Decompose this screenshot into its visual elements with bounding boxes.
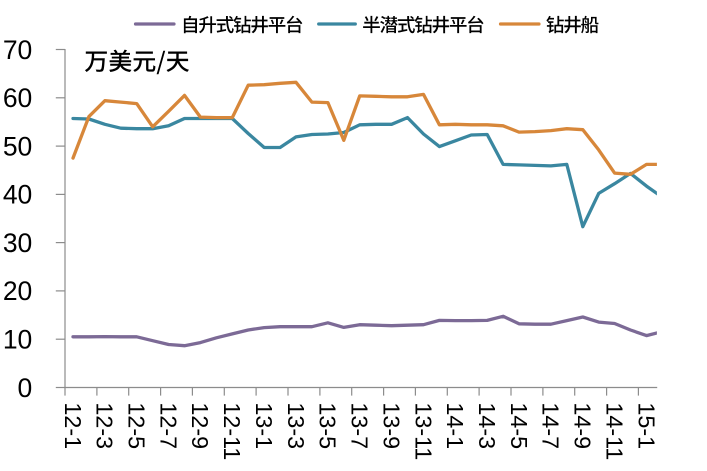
svg-text:70: 70 — [3, 35, 32, 65]
svg-text:14-11: 14-11 — [601, 402, 627, 460]
svg-text:14-9: 14-9 — [570, 402, 596, 449]
svg-text:14-3: 14-3 — [474, 402, 500, 449]
svg-text:13-11: 13-11 — [410, 402, 436, 460]
svg-text:10: 10 — [3, 325, 32, 355]
svg-text:13-5: 13-5 — [315, 402, 341, 449]
svg-text:12-11: 12-11 — [219, 402, 245, 460]
svg-text:13-1: 13-1 — [251, 402, 277, 449]
svg-text:20: 20 — [3, 276, 32, 306]
svg-text:12-1: 12-1 — [60, 402, 86, 449]
svg-text:14-7: 14-7 — [538, 402, 564, 449]
svg-text:12-5: 12-5 — [124, 402, 150, 449]
svg-text:60: 60 — [3, 83, 32, 113]
svg-text:12-3: 12-3 — [92, 402, 118, 449]
svg-text:14-5: 14-5 — [506, 402, 532, 449]
svg-text:13-9: 13-9 — [378, 402, 404, 449]
svg-text:0: 0 — [18, 373, 33, 403]
svg-text:12-7: 12-7 — [155, 402, 181, 449]
svg-text:14-1: 14-1 — [442, 402, 468, 449]
svg-text:13-7: 13-7 — [347, 402, 373, 449]
svg-text:12-9: 12-9 — [187, 402, 213, 449]
svg-text:40: 40 — [3, 180, 32, 210]
svg-text:50: 50 — [3, 131, 32, 161]
svg-text:13-3: 13-3 — [283, 402, 309, 449]
svg-text:30: 30 — [3, 228, 32, 258]
svg-text:15-1: 15-1 — [633, 402, 659, 449]
